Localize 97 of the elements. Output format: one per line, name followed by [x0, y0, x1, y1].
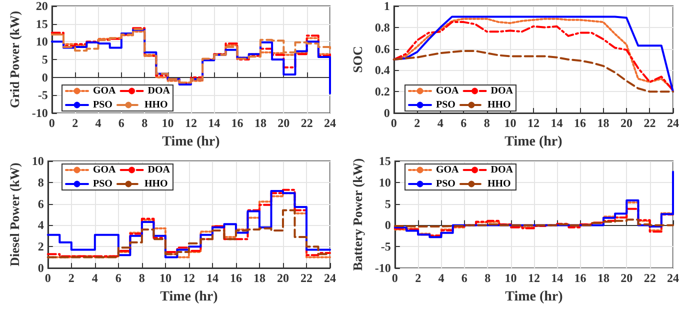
x-tick-label: 8	[142, 116, 148, 130]
x-tick-label: 24	[324, 271, 336, 285]
x-tick-label: 8	[484, 116, 490, 130]
y-tick-label: 0	[42, 70, 48, 84]
legend-label: PSO	[93, 100, 113, 110]
x-tick-label: 16	[231, 116, 244, 130]
x-tick-label: 18	[597, 116, 610, 130]
x-tick-label: 20	[620, 116, 632, 130]
x-tick-label: 14	[206, 271, 218, 285]
x-tick-label: 12	[528, 271, 540, 285]
x-tick-label: 12	[184, 116, 197, 130]
legend-label: HHO	[487, 100, 512, 110]
y-tick-label: 0.8	[374, 20, 390, 34]
x-tick-label: 4	[92, 271, 98, 285]
x-tick-label: 16	[230, 271, 242, 285]
x-tick-label: 24	[324, 116, 336, 130]
legend-label: HHO	[144, 178, 168, 190]
legend-label: GOA	[93, 164, 117, 176]
y-tick-label: 0	[38, 261, 44, 275]
x-tick-label: 8	[484, 271, 491, 285]
x-tick-label: 10	[504, 116, 516, 130]
x-tick-label: 12	[182, 271, 195, 285]
x-tick-label: 8	[138, 271, 145, 285]
x-tick-label: 6	[118, 116, 124, 130]
legend-label: PSO	[436, 178, 456, 190]
x-tick-label: 18	[597, 271, 610, 285]
y-tick-label: 2	[38, 240, 44, 254]
x-tick-label: 2	[68, 271, 74, 285]
x-axis-title: Time (hr)	[162, 134, 220, 150]
y-axis-title: Battery Power (kW)	[350, 158, 365, 271]
x-tick-label: 2	[414, 116, 420, 130]
x-tick-label: 22	[300, 271, 312, 285]
x-axis-title: Time (hr)	[504, 134, 563, 150]
y-tick-label: 5	[384, 196, 391, 211]
x-axis-title: Time (hr)	[160, 290, 218, 304]
y-tick-label: -5	[380, 240, 391, 254]
y-axis-title: Grid Power (kW)	[7, 10, 22, 108]
x-tick-label: 6	[115, 271, 122, 285]
y-tick-label: 0.2	[374, 84, 390, 99]
y-tick-label: 8	[38, 175, 44, 190]
legend-label: HHO	[487, 178, 512, 190]
y-tick-label: 6	[38, 196, 44, 211]
x-tick-label: 2	[72, 116, 78, 130]
y-tick-label: 0.4	[374, 63, 390, 78]
x-tick-label: 14	[551, 271, 564, 285]
legend-label: DOA	[490, 86, 514, 96]
y-tick-label: 15	[36, 16, 48, 31]
x-tick-label: 6	[461, 271, 468, 285]
x-tick-label: 10	[504, 271, 517, 285]
legend-label: HHO	[144, 100, 168, 110]
x-axis-title: Time (hr)	[505, 290, 564, 304]
legend-label: GOA	[93, 86, 117, 96]
x-tick-label: 10	[162, 116, 174, 130]
legend-label: GOA	[436, 86, 460, 96]
x-tick-label: 22	[300, 116, 313, 130]
y-tick-label: 10	[378, 175, 391, 190]
x-tick-label: 4	[437, 116, 444, 130]
x-tick-label: 22	[644, 271, 656, 285]
y-tick-label: 15	[378, 154, 391, 168]
y-tick-label: -10	[374, 261, 391, 275]
x-tick-label: 10	[159, 271, 172, 285]
x-tick-label: 2	[415, 271, 422, 285]
legend-label: PSO	[436, 100, 456, 110]
y-tick-label: 10	[36, 34, 48, 49]
y-tick-label: -10	[32, 106, 48, 120]
y-tick-label: 5	[42, 52, 48, 66]
x-tick-label: 24	[667, 116, 679, 130]
legend-label: PSO	[93, 178, 113, 190]
x-tick-label: 20	[276, 271, 289, 285]
x-tick-label: 14	[208, 116, 220, 130]
y-tick-label: 20	[36, 0, 48, 13]
x-tick-label: 6	[460, 116, 467, 130]
legend-label: GOA	[436, 164, 460, 176]
legend-label: DOA	[148, 86, 171, 96]
x-tick-label: 12	[527, 116, 540, 130]
x-tick-label: 22	[644, 116, 656, 130]
legend-label: DOA	[490, 164, 514, 176]
x-tick-label: 24	[667, 271, 679, 285]
x-tick-label: 16	[574, 116, 586, 130]
legend-label: DOA	[148, 164, 171, 176]
y-tick-label: 10	[32, 154, 44, 168]
y-tick-label: 0	[384, 218, 391, 232]
y-axis-title: Diesel Power (kW)	[7, 162, 22, 266]
y-axis-title: SOC	[350, 46, 365, 73]
x-tick-label: 14	[550, 116, 563, 130]
y-tick-label: 0	[384, 106, 390, 120]
x-tick-label: 4	[438, 271, 444, 285]
y-tick-label: 0.6	[374, 42, 390, 56]
x-tick-label: 18	[253, 271, 266, 285]
y-tick-label: -5	[38, 88, 48, 102]
x-tick-label: 4	[95, 116, 102, 130]
y-tick-label: 4	[38, 218, 44, 232]
x-tick-label: 16	[574, 271, 586, 285]
x-tick-label: 20	[278, 116, 290, 130]
x-tick-label: 20	[620, 271, 633, 285]
y-tick-label: 1	[384, 0, 390, 13]
x-tick-label: 18	[254, 116, 266, 130]
